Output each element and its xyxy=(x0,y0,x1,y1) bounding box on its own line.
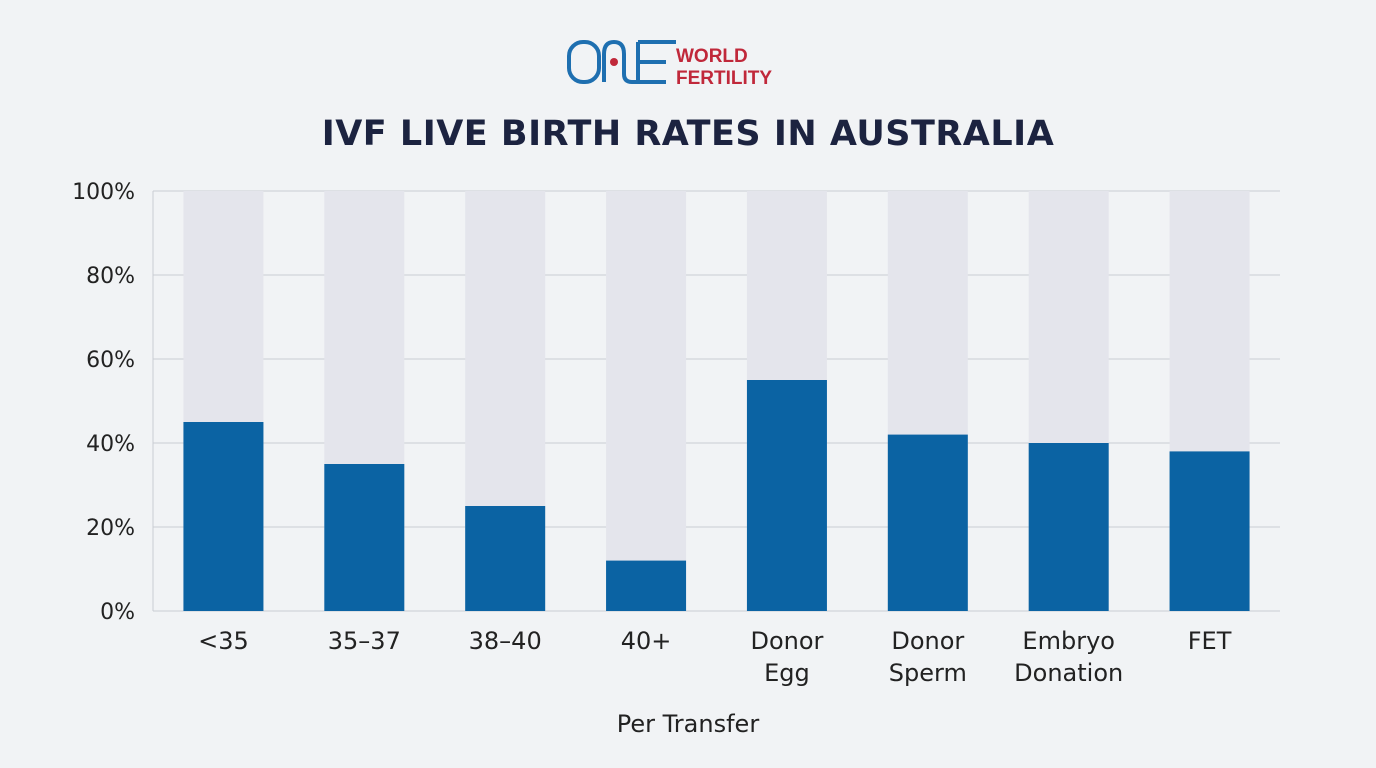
x-axis-label: Per Transfer xyxy=(617,710,760,738)
bar xyxy=(465,506,546,611)
bar xyxy=(324,464,405,611)
x-category-label: Egg xyxy=(764,659,810,687)
y-tick-label: 100% xyxy=(72,180,135,205)
chart-title: IVF LIVE BIRTH RATES IN AUSTRALIA xyxy=(321,114,1055,154)
y-tick-label: 60% xyxy=(86,348,135,373)
y-tick-label: 80% xyxy=(86,264,135,289)
x-category-label: 38–40 xyxy=(469,627,542,655)
bar xyxy=(183,422,264,611)
svg-text:FERTILITY: FERTILITY xyxy=(676,68,772,89)
x-category-label: <35 xyxy=(198,627,249,655)
y-tick-label: 40% xyxy=(86,432,135,457)
x-category-label: Sperm xyxy=(889,659,967,687)
y-tick-label: 20% xyxy=(86,516,135,541)
bar xyxy=(606,560,687,611)
bar xyxy=(1028,443,1109,611)
svg-text:WORLD: WORLD xyxy=(676,46,748,67)
bar xyxy=(1169,451,1250,611)
y-tick-label: 0% xyxy=(100,600,135,625)
x-category-label: Embryo xyxy=(1022,627,1115,655)
x-category-label: Donor xyxy=(750,627,823,655)
bar-background xyxy=(606,191,687,611)
x-category-label: FET xyxy=(1188,627,1232,655)
x-category-label: Donation xyxy=(1014,659,1123,687)
x-category-label: Donor xyxy=(891,627,964,655)
one-world-fertility-logo: WORLD FERTILITY xyxy=(566,34,816,92)
bar xyxy=(746,380,827,611)
x-category-label: 35–37 xyxy=(328,627,401,655)
x-category-label: 40+ xyxy=(621,627,672,655)
bar xyxy=(887,434,968,611)
